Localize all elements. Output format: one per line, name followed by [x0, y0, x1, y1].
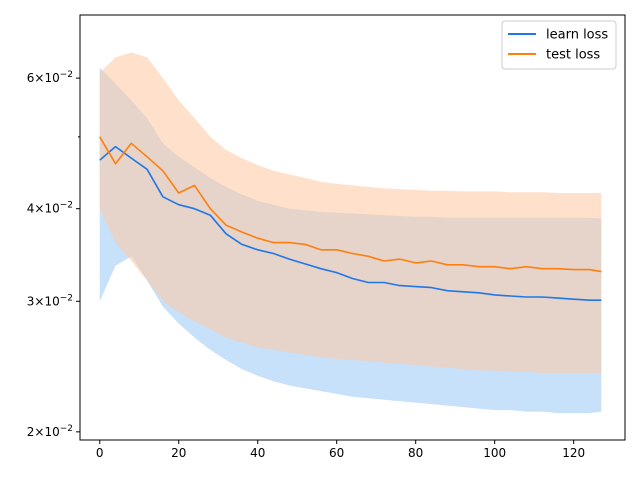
x-tick-label: 0 — [96, 446, 104, 460]
x-tick-label: 80 — [408, 446, 423, 460]
plot-frame — [79, 14, 626, 441]
y-tick-label: 2×10−2 — [27, 424, 73, 439]
legend-label-test-loss: test loss — [546, 48, 600, 63]
legend: learn loss test loss — [501, 20, 617, 70]
band-test-loss — [99, 52, 602, 374]
y-tick-label: 6×10−2 — [27, 70, 73, 85]
x-tick-label: 60 — [329, 446, 344, 460]
y-axis: 2×10−2 3×10−2 4×10−2 6×10−2 — [27, 70, 80, 439]
x-tick-label: 20 — [171, 446, 186, 460]
line-learn-loss — [99, 145, 602, 302]
legend-label-learn-loss: learn loss — [546, 28, 608, 43]
uncertainty-bands — [99, 52, 602, 414]
line-test-loss — [99, 136, 602, 273]
x-tick-label: 120 — [562, 446, 585, 460]
y-tick-label: 4×10−2 — [27, 201, 73, 216]
y-tick-label: 3×10−2 — [27, 293, 73, 308]
x-axis: 0 20 40 60 80 100 120 — [96, 440, 585, 460]
x-tick-label: 100 — [483, 446, 506, 460]
series-lines — [99, 136, 602, 302]
x-tick-label: 40 — [250, 446, 265, 460]
